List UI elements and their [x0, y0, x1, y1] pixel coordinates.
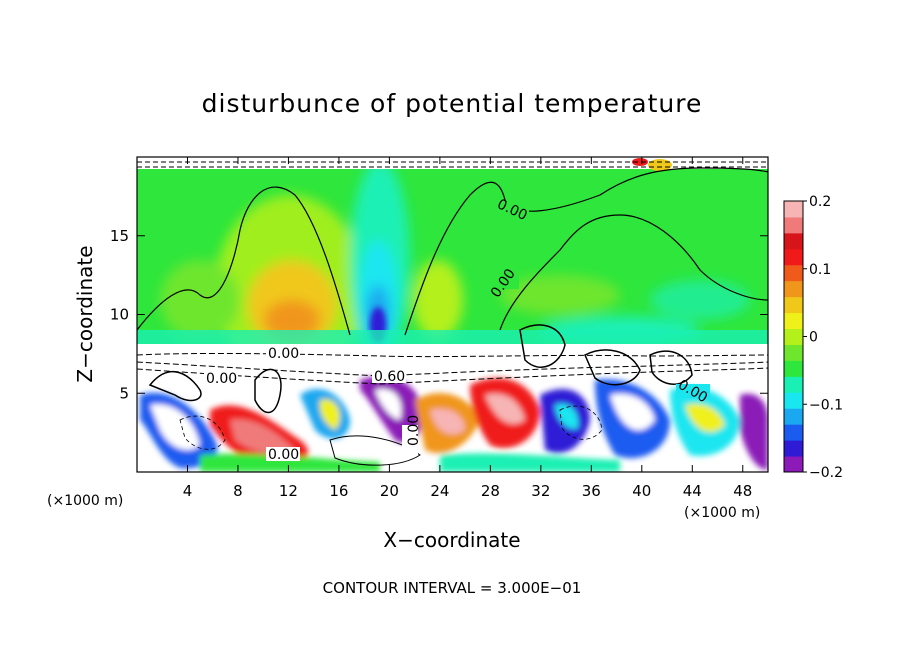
- colorbar-swatch: [784, 201, 803, 218]
- x-tick-label: 32: [531, 482, 550, 500]
- contour-label: 0.60: [374, 369, 405, 385]
- x-tick-label: 20: [380, 482, 399, 500]
- x-axis-label: X−coordinate: [383, 528, 520, 552]
- colorbar-swatch: [784, 360, 803, 377]
- colorbar-tick-label: 0: [809, 330, 818, 346]
- contour-label: 0.00: [206, 371, 237, 387]
- y-tick-label: 10: [110, 306, 129, 324]
- x-tick-label: 4: [183, 482, 193, 500]
- contour-interval-note: CONTOUR INTERVAL = 3.000E−01: [323, 579, 582, 597]
- colorbar-swatch: [784, 296, 803, 314]
- colorbar-tick-label: 0.2: [809, 194, 831, 210]
- colorbar-tick-label: −0.2: [809, 465, 843, 481]
- colorbar-swatch: [784, 344, 803, 361]
- x-tick-label: 16: [329, 482, 348, 500]
- colorbar-swatch: [784, 328, 803, 345]
- colorbar-swatch: [784, 216, 803, 234]
- contour-lines: [137, 161, 768, 466]
- colorbar-swatch: [784, 456, 803, 473]
- colorbar-swatch: [784, 264, 803, 282]
- chart-title: disturbunce of potential temperature: [202, 89, 703, 118]
- x-tick-label: 28: [481, 482, 500, 500]
- contour-label: 0.00: [268, 447, 299, 463]
- y-tick-label: 15: [110, 227, 129, 245]
- x-tick-label: 40: [632, 482, 651, 500]
- colorbar-swatch: [784, 408, 803, 425]
- x-tick-label: 48: [733, 482, 752, 500]
- x-tick-label: 8: [233, 482, 243, 500]
- colorbar-tick-label: −0.1: [809, 397, 843, 413]
- colorbar: 0.2 0.1 0 −0.1 −0.2: [783, 194, 843, 481]
- y-tick-label: 5: [119, 384, 129, 402]
- colorbar-swatch: [784, 232, 803, 250]
- colorbar-swatch: [784, 376, 803, 393]
- colorbar-swatch: [784, 424, 803, 441]
- colorbar-swatch: [784, 440, 803, 457]
- colorbar-swatch: [784, 248, 803, 266]
- x-unit-label-left: (×1000 m): [47, 493, 123, 509]
- contour-label: 0.00: [406, 415, 422, 446]
- contour-label: 0.00: [268, 346, 299, 362]
- x-tick-label: 44: [683, 482, 702, 500]
- colorbar-swatch: [784, 312, 803, 330]
- x-tick-label: 24: [430, 482, 449, 500]
- x-axis: 4 8 12 16 20 24 28 32 36 40 44 48: [183, 157, 752, 500]
- colorbar-tick-label: 0.1: [809, 262, 831, 278]
- colorbar-swatch: [784, 280, 803, 298]
- colorbar-swatch: [784, 392, 803, 409]
- x-tick-label: 12: [279, 482, 298, 500]
- heatmap-field: [137, 157, 768, 472]
- y-axis: 5 10 15: [110, 227, 768, 402]
- x-tick-label: 36: [582, 482, 601, 500]
- y-axis-label: Z−coordinate: [73, 245, 97, 382]
- x-unit-label-right: (×1000 m): [684, 505, 760, 521]
